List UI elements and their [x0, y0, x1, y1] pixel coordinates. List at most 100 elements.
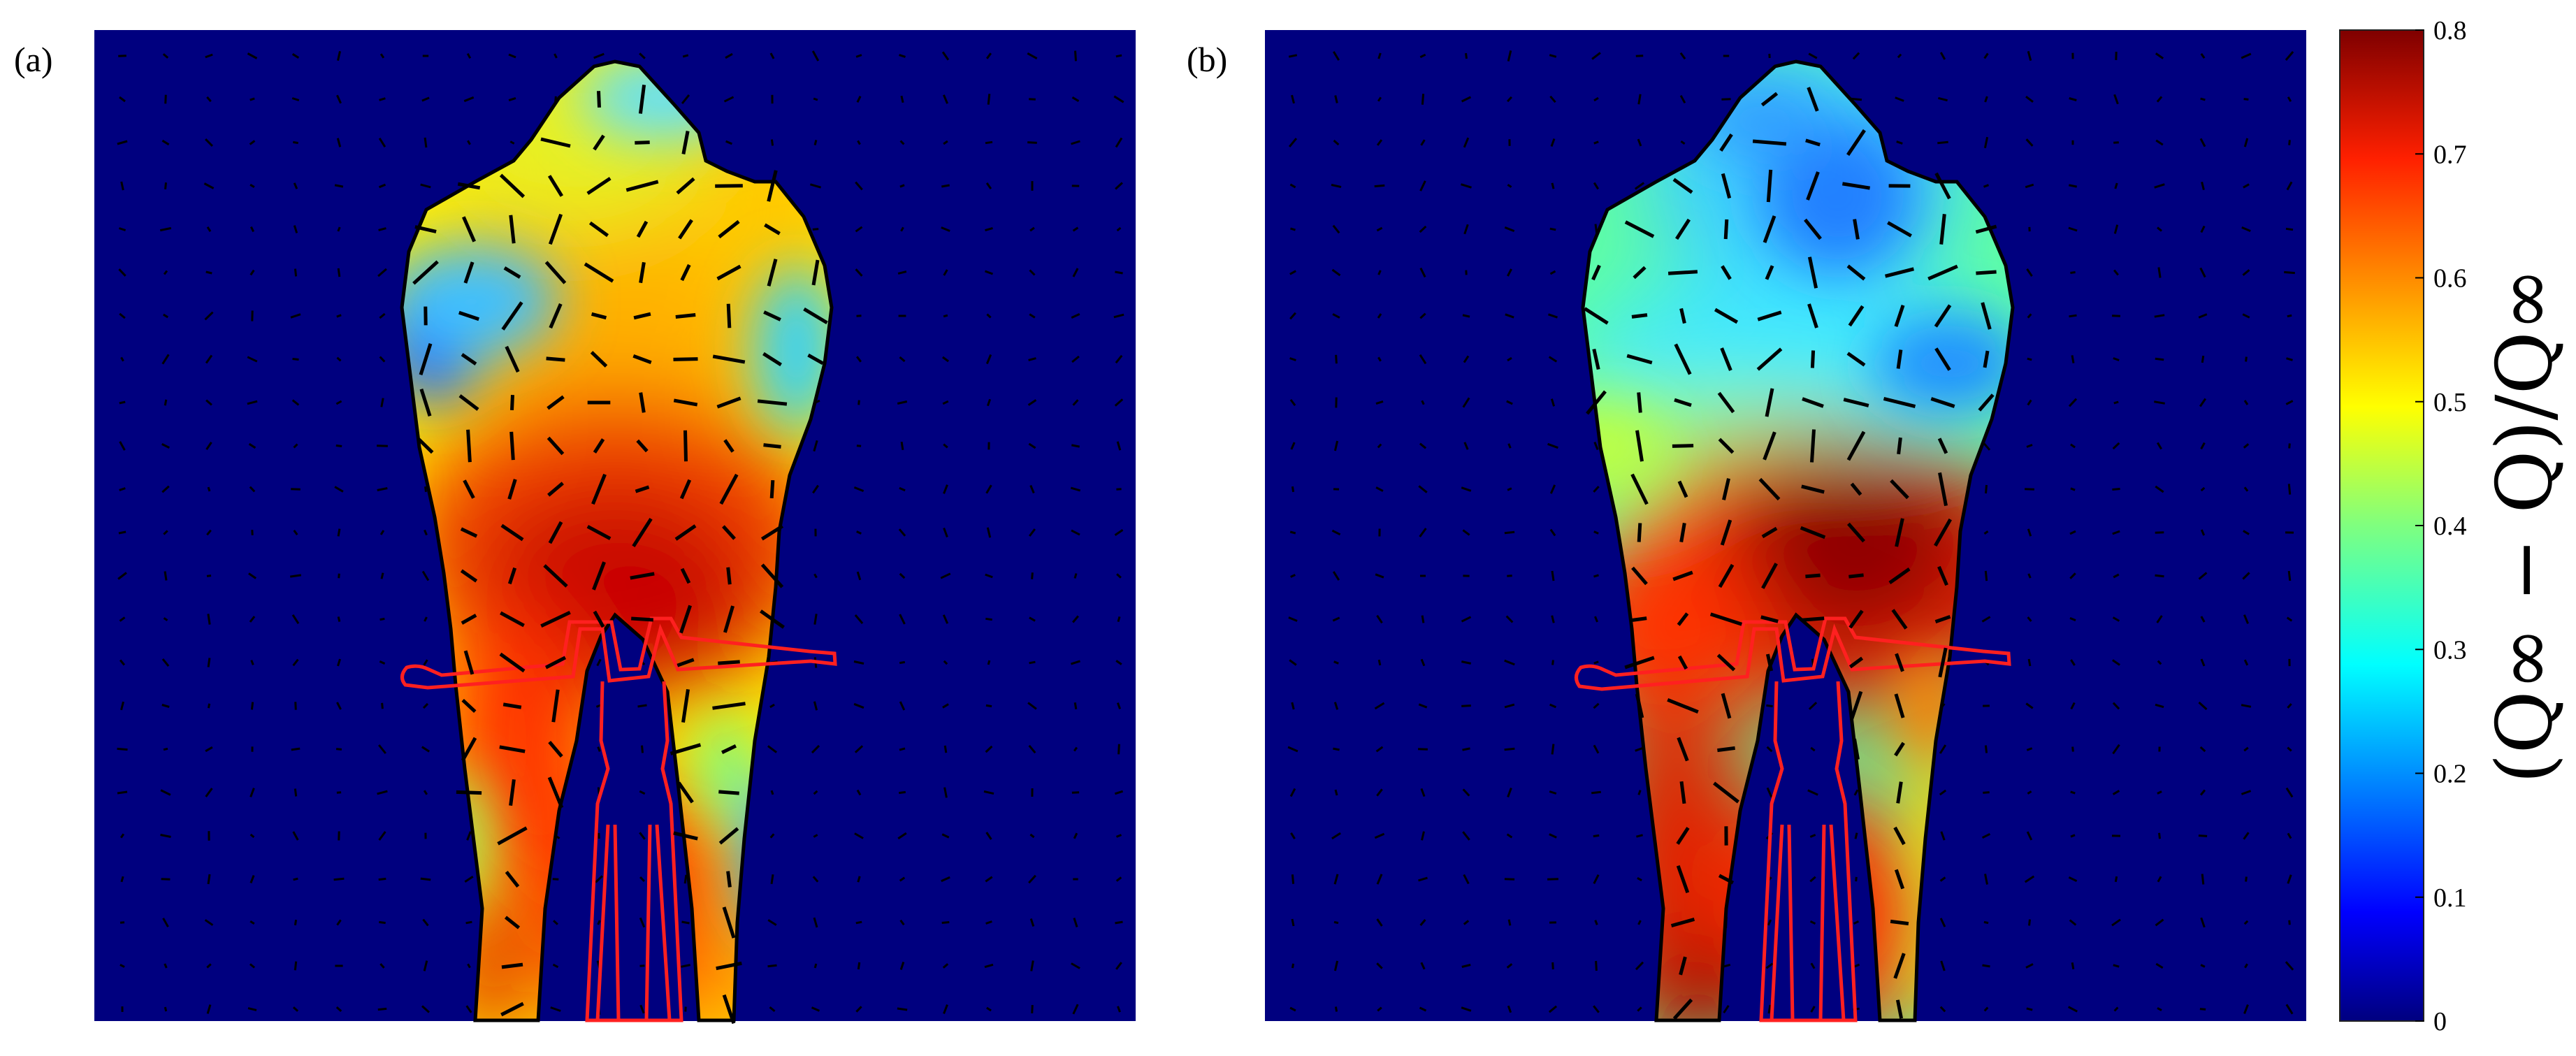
quiver-arrow-outer — [1291, 702, 1295, 710]
quiver-arrow — [1983, 350, 1990, 368]
quiver-arrow — [461, 614, 477, 625]
quiver-arrow-outer — [1374, 702, 1385, 710]
quiver-arrow-outer — [379, 356, 386, 363]
quiver-arrow-outer — [985, 920, 992, 925]
quiver-arrow — [501, 301, 523, 331]
quiver-arrow-outer — [1377, 356, 1382, 362]
quiver-arrow-outer — [2242, 269, 2250, 276]
quiver-arrow-outer — [423, 659, 428, 666]
quiver-arrow-outer — [1461, 183, 1472, 189]
quiver-arrow-outer — [1549, 790, 1557, 795]
quiver-arrow-outer — [985, 876, 993, 883]
quiver-arrow-outer — [335, 444, 342, 447]
quiver-arrow — [1891, 609, 1908, 630]
quiver-arrow-outer — [639, 964, 645, 967]
quiver-arrow-outer — [163, 617, 168, 621]
quiver-arrow-outer — [163, 530, 168, 535]
quiver-arrow — [1626, 354, 1653, 365]
quiver-arrow-outer — [422, 918, 429, 927]
quiver-arrow-outer — [1636, 834, 1643, 838]
quiver-arrow-outer — [1461, 964, 1471, 968]
quiver-arrow — [1760, 615, 1779, 623]
quiver-arrow — [1934, 172, 1951, 200]
quiver-arrow-outer — [2114, 182, 2118, 189]
quiver-arrow-outer — [2027, 658, 2032, 667]
quiver-arrow-outer — [1419, 267, 1426, 278]
quiver-arrow-outer — [1981, 616, 1991, 623]
quiver-arrow-outer — [1591, 790, 1601, 795]
quiver-arrow-outer — [424, 137, 428, 148]
quiver-arrow-outer — [249, 486, 256, 493]
quiver-arrow-outer — [1637, 138, 1642, 147]
quiver-arrow-outer — [294, 919, 298, 926]
quiver-arrow-outer — [1507, 50, 1512, 62]
quiver-arrow — [1766, 169, 1773, 203]
quiver-arrow-outer — [1505, 313, 1514, 319]
quiver-arrow-outer — [1332, 313, 1340, 319]
quiver-arrow-outer — [1983, 52, 1989, 59]
quiver-arrow — [497, 826, 528, 846]
quiver-arrow-outer — [899, 701, 906, 711]
colorbar-tick-label: 0 — [2433, 1007, 2447, 1036]
quiver-arrow — [500, 611, 525, 628]
quiver-arrow — [1677, 612, 1689, 626]
quiver-arrow-outer — [1375, 573, 1384, 579]
quiver-arrow-outer — [1593, 486, 1600, 493]
quiver-arrow — [674, 524, 697, 541]
quiver-arrow-outer — [1984, 874, 1988, 885]
quiver-arrow-outer — [1985, 484, 1988, 494]
quiver-arrow-outer — [1031, 1005, 1034, 1013]
quiver-arrow — [639, 261, 646, 284]
panel-b-bicycle-outline — [1575, 616, 2011, 1022]
quiver-arrow-outer — [942, 703, 949, 709]
quiver-arrow-outer — [1289, 357, 1296, 361]
quiver-arrow-outer — [1504, 878, 1515, 881]
quiver-arrow-outer — [897, 1007, 908, 1011]
quiver-arrow-outer — [2155, 918, 2164, 927]
quiver-arrow-outer — [337, 268, 341, 277]
quiver-arrow-outer — [379, 312, 386, 319]
quiver-arrow-outer — [2154, 400, 2165, 405]
quiver-arrow-outer — [204, 311, 214, 321]
quiver-arrow-outer — [2199, 1008, 2206, 1011]
quiver-arrow-outer — [380, 398, 384, 407]
quiver-arrow — [807, 353, 824, 366]
quiver-arrow-outer — [1419, 354, 1427, 365]
quiver-arrow-outer — [291, 399, 300, 406]
quiver-arrow-outer — [379, 963, 385, 969]
quiver-arrow — [719, 473, 739, 505]
quiver-arrow-outer — [1073, 573, 1078, 579]
quiver-arrow-outer — [856, 356, 862, 363]
quiver-arrow-outer — [337, 50, 341, 62]
quiver-arrow-outer — [1551, 570, 1555, 581]
quiver-arrow-outer — [1333, 960, 1339, 971]
quiver-arrow — [460, 527, 478, 538]
quiver-arrow-outer — [249, 788, 255, 797]
quiver-arrow-outer — [1289, 398, 1296, 407]
quiver-arrow-outer — [163, 313, 168, 319]
quiver-arrow-outer — [1376, 226, 1383, 232]
quiver-arrow — [1677, 737, 1689, 762]
quiver-arrow — [1714, 308, 1739, 324]
quiver-arrow — [593, 438, 605, 454]
quiver-arrow-outer — [291, 97, 300, 101]
quiver-arrow-outer — [1071, 96, 1080, 102]
quiver-arrow-outer — [1594, 616, 1598, 623]
panel-b-label: (b) — [1187, 40, 1227, 79]
quiver-arrow-outer — [1547, 442, 1558, 449]
quiver-arrow-outer — [1419, 53, 1426, 59]
quiver-arrow-outer — [2112, 530, 2120, 535]
quiver-arrow-outer — [293, 877, 298, 881]
quiver-arrow-outer — [2241, 226, 2251, 232]
quiver-arrow-outer — [2157, 790, 2162, 795]
quiver-arrow-outer — [378, 831, 386, 841]
quiver-arrow — [466, 429, 472, 463]
quiver-arrow-outer — [164, 571, 168, 581]
quiver-arrow-outer — [681, 920, 690, 925]
quiver-arrow-outer — [2027, 399, 2032, 406]
quiver-arrow-outer — [1419, 312, 1426, 319]
quiver-arrow — [1896, 781, 1903, 804]
quiver-arrow-outer — [1637, 1006, 1642, 1012]
quiver-arrow-outer — [1548, 1005, 1558, 1013]
